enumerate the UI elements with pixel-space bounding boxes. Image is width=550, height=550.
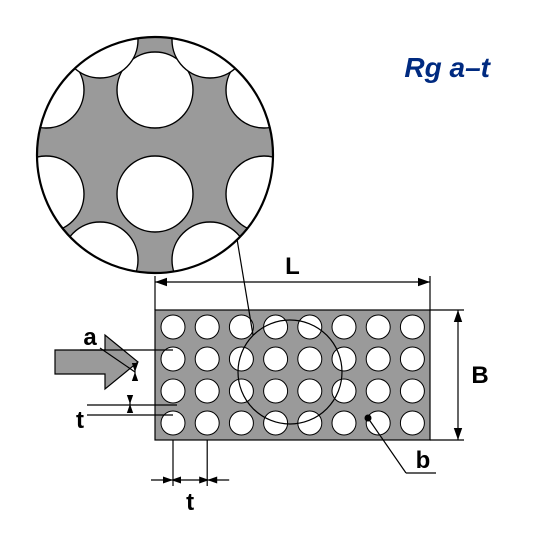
svg-text:t: t — [186, 489, 194, 516]
diagram-container: Rg a–t L Ba t t b — [0, 0, 550, 550]
svg-text:t: t — [76, 407, 84, 434]
svg-text:b: b — [416, 447, 431, 474]
svg-text:B: B — [471, 362, 488, 389]
svg-text:a: a — [83, 324, 97, 351]
diagram-title: Rg a–t — [404, 52, 490, 84]
svg-text:L: L — [285, 253, 300, 280]
